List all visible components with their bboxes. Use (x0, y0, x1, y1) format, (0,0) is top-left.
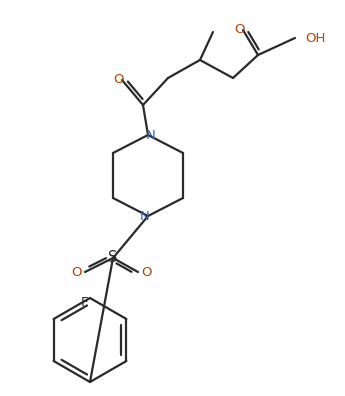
Text: S: S (108, 251, 118, 265)
Text: N: N (146, 128, 156, 141)
Text: O: O (113, 72, 123, 86)
Text: O: O (142, 265, 152, 278)
Text: F: F (80, 295, 88, 308)
Text: OH: OH (305, 32, 325, 44)
Text: O: O (71, 265, 81, 278)
Text: O: O (235, 23, 245, 36)
Text: N: N (140, 209, 150, 223)
